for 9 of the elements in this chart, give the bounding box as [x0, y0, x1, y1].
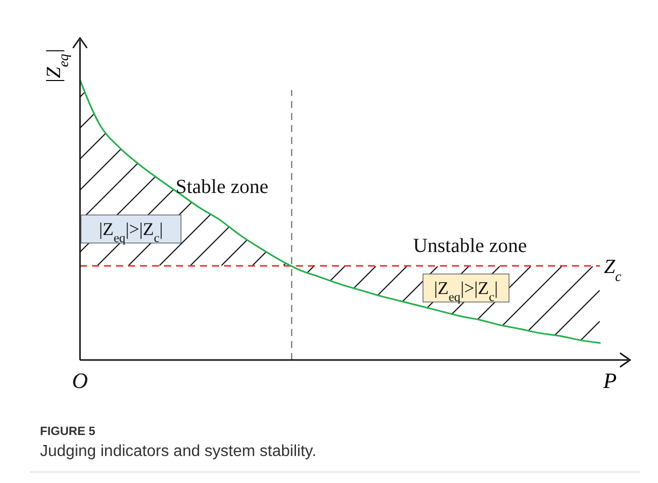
text: O: [72, 368, 88, 393]
annotation: Stable zone: [176, 176, 268, 198]
text: Judging indicators and system stability.: [40, 443, 316, 460]
annotation: Unstable zone: [413, 235, 528, 257]
annotation: |Z$_{eq}$|>|Z$_{c}$|: [434, 278, 498, 304]
caption: FIGURE 5: [40, 424, 96, 438]
annotation: |Z$_{eq}$|>|Z$_{c}$|: [98, 219, 164, 245]
x-axis-title: P: [602, 368, 617, 393]
ref-line-label: Z$_{c}$: [604, 256, 622, 284]
